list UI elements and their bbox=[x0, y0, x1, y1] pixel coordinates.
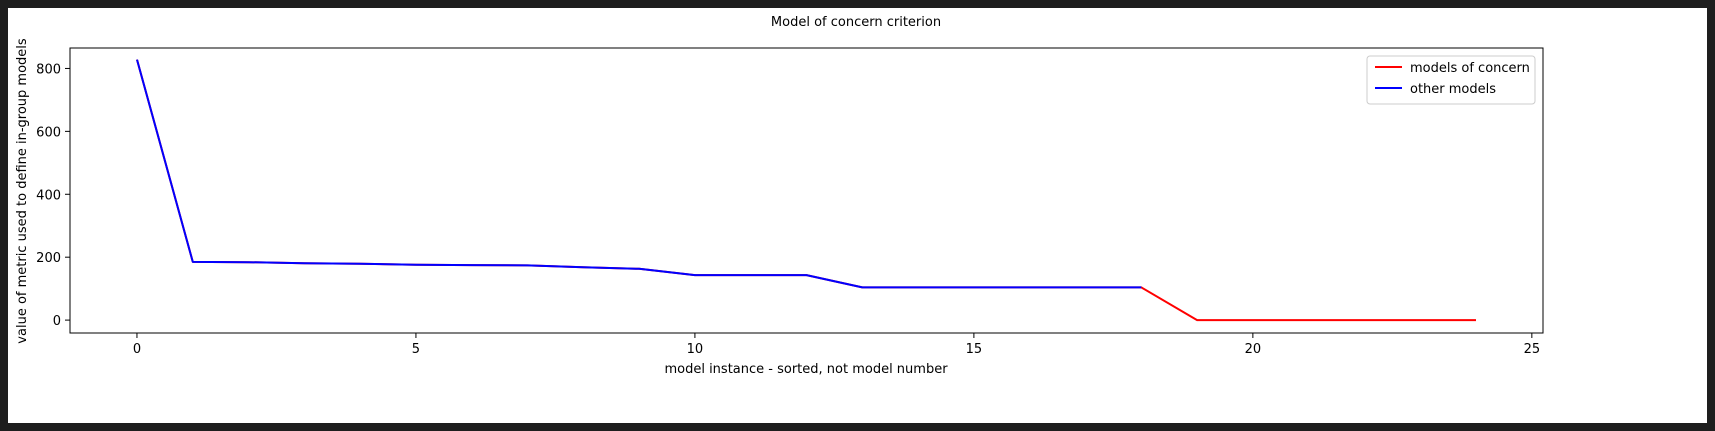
y-axis-ticks: 0 200 400 600 800 bbox=[36, 62, 70, 329]
legend: models of concern other models bbox=[1366, 55, 1536, 105]
series-layer bbox=[136, 59, 1476, 322]
x-axis-label: model instance - sorted, not model numbe… bbox=[664, 362, 948, 377]
chart-title: Model of concern criterion bbox=[771, 15, 941, 30]
plot-frame bbox=[69, 47, 1544, 334]
x-tick-label: 5 bbox=[412, 342, 420, 357]
legend-label-other-models: other models bbox=[1410, 82, 1496, 97]
x-tick-label: 0 bbox=[133, 342, 141, 357]
y-axis-label: value of metric used to define in-group … bbox=[15, 38, 30, 344]
legend-box bbox=[1366, 55, 1536, 105]
y-tick-label: 0 bbox=[53, 314, 61, 329]
y-tick-label: 800 bbox=[36, 62, 61, 77]
legend-label-models-of-concern: models of concern bbox=[1410, 61, 1530, 76]
x-tick-label: 15 bbox=[966, 342, 983, 357]
x-tick-label: 25 bbox=[1524, 342, 1541, 357]
line-chart: Model of concern criterion 0 5 10 15 20 25 0 2… bbox=[15, 15, 1544, 377]
x-tick-label: 20 bbox=[1245, 342, 1262, 357]
x-axis-ticks: 0 5 10 15 20 25 bbox=[133, 333, 1540, 357]
y-tick-label: 200 bbox=[36, 251, 61, 266]
series-line-models-of-concern bbox=[136, 59, 1476, 322]
figure-canvas: Model of concern criterion 0 5 10 15 20 25 0 2… bbox=[8, 8, 1707, 423]
y-tick-label: 400 bbox=[36, 188, 61, 203]
series-line-other-models bbox=[136, 59, 1142, 289]
x-tick-label: 10 bbox=[687, 342, 704, 357]
y-tick-label: 600 bbox=[36, 125, 61, 140]
